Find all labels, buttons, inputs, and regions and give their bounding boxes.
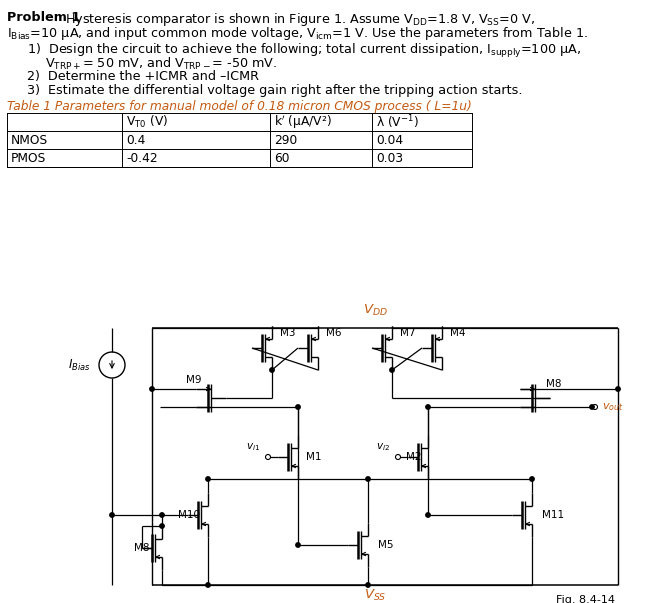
Text: M10: M10 — [178, 510, 200, 520]
Text: V$_{\mathregular{TRP+}}$= 50 mV, and V$_{\mathregular{TRP-}}$= -50 mV.: V$_{\mathregular{TRP+}}$= 50 mV, and V$_… — [45, 56, 277, 72]
Text: Fig. 8.4-14: Fig. 8.4-14 — [556, 595, 615, 603]
Text: 0.04: 0.04 — [376, 133, 403, 147]
Text: $v_{out}$: $v_{out}$ — [602, 401, 624, 413]
Text: M8: M8 — [546, 379, 562, 389]
Text: 1)  Design the circuit to achieve the following; total current dissipation, I$_{: 1) Design the circuit to achieve the fol… — [27, 42, 581, 60]
Text: k$'$ (μA/V²): k$'$ (μA/V²) — [274, 113, 332, 131]
Text: $v_{i2}$: $v_{i2}$ — [376, 441, 390, 453]
Text: PMOS: PMOS — [11, 151, 46, 165]
Circle shape — [160, 513, 164, 517]
Circle shape — [270, 368, 274, 372]
Text: M7: M7 — [400, 328, 415, 338]
Text: 60: 60 — [274, 151, 289, 165]
Text: M6: M6 — [326, 328, 342, 338]
Text: M11: M11 — [542, 510, 564, 520]
Circle shape — [366, 583, 370, 587]
Text: $V_{DD}$: $V_{DD}$ — [362, 303, 388, 318]
Text: $V_{SS}$: $V_{SS}$ — [364, 588, 386, 603]
Circle shape — [590, 405, 594, 409]
Text: I$_{\mathregular{Bias}}$=10 μA, and input common mode voltage, V$_{\mathregular{: I$_{\mathregular{Bias}}$=10 μA, and inpu… — [7, 25, 588, 42]
Text: M2: M2 — [406, 452, 421, 462]
Text: 290: 290 — [274, 133, 297, 147]
Circle shape — [426, 513, 430, 517]
Text: M3: M3 — [280, 328, 296, 338]
Text: M8: M8 — [134, 543, 149, 553]
Circle shape — [110, 513, 115, 517]
Circle shape — [296, 543, 300, 547]
Text: M1: M1 — [306, 452, 322, 462]
Text: Table 1 Parameters for manual model of 0.18 micron CMOS process ( L=1u): Table 1 Parameters for manual model of 0… — [7, 100, 472, 113]
Text: M4: M4 — [450, 328, 465, 338]
Text: 0.4: 0.4 — [126, 133, 146, 147]
Circle shape — [206, 583, 210, 587]
Text: NMOS: NMOS — [11, 133, 48, 147]
Text: M5: M5 — [378, 540, 393, 550]
Circle shape — [426, 405, 430, 409]
Circle shape — [530, 477, 534, 481]
Circle shape — [160, 524, 164, 528]
Circle shape — [366, 477, 370, 481]
Circle shape — [150, 387, 154, 391]
Text: M9: M9 — [186, 375, 201, 385]
Circle shape — [389, 368, 394, 372]
Text: -0.42: -0.42 — [126, 151, 158, 165]
Text: $I_{Bias}$: $I_{Bias}$ — [68, 358, 91, 373]
Text: V$_{\mathregular{T0}}$ (V): V$_{\mathregular{T0}}$ (V) — [126, 114, 168, 130]
Text: λ (V$^{-1}$): λ (V$^{-1}$) — [376, 113, 419, 131]
Circle shape — [616, 387, 620, 391]
Text: 3)  Estimate the differential voltage gain right after the tripping action start: 3) Estimate the differential voltage gai… — [27, 84, 523, 97]
Circle shape — [206, 477, 210, 481]
Text: Hysteresis comparator is shown in Figure 1. Assume V$_{\mathregular{DD}}$=1.8 V,: Hysteresis comparator is shown in Figure… — [61, 11, 535, 28]
Text: $v_{i1}$: $v_{i1}$ — [246, 441, 260, 453]
Text: 2)  Determine the +ICMR and –ICMR: 2) Determine the +ICMR and –ICMR — [27, 70, 259, 83]
Text: 0.03: 0.03 — [376, 151, 403, 165]
Circle shape — [296, 405, 300, 409]
Text: Problem 1: Problem 1 — [7, 11, 80, 24]
